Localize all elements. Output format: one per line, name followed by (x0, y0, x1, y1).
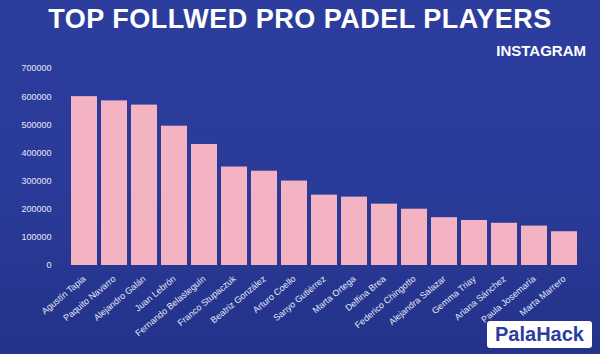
svg-text:300000: 300000 (21, 176, 51, 186)
svg-text:Paquito Navarro: Paquito Navarro (61, 274, 117, 323)
svg-text:Agustín Tapia: Agustín Tapia (39, 273, 88, 317)
svg-text:Gemma Triay: Gemma Triay (429, 273, 478, 316)
svg-text:Alejandra Salazar: Alejandra Salazar (386, 273, 448, 327)
svg-text:0: 0 (46, 260, 51, 270)
svg-text:Delfina Brea: Delfina Brea (343, 273, 388, 314)
svg-text:500000: 500000 (21, 120, 51, 130)
svg-text:Beatriz González: Beatriz González (208, 273, 268, 326)
svg-text:Arturo Coello: Arturo Coello (251, 273, 298, 316)
html-text:INSTAGRAM: INSTAGRAM (496, 42, 586, 59)
svg-text:Marta Marrero: Marta Marrero (518, 274, 568, 318)
svg-text:Federico Chingotto: Federico Chingotto (353, 273, 418, 331)
svg-text:Paula Josemaría: Paula Josemaría (479, 274, 537, 325)
svg-text:200000: 200000 (21, 204, 51, 214)
svg-text:Juan Lebrón: Juan Lebrón (132, 273, 178, 314)
svg-text:100000: 100000 (21, 232, 51, 242)
svg-text:700000: 700000 (21, 63, 51, 73)
svg-text:Franco Stupaczuk: Franco Stupaczuk (175, 273, 238, 328)
html-text:TOP FOLLWED PRO PADEL PLAYERS: TOP FOLLWED PRO PADEL PLAYERS (48, 4, 552, 34)
html-text:PalaHack: PalaHack (495, 323, 584, 345)
svg-text:Fernando Belasteguín: Fernando Belasteguín (133, 273, 208, 339)
svg-text:400000: 400000 (21, 148, 51, 158)
svg-text:Sanyo Gutiérrez: Sanyo Gutiérrez (271, 273, 328, 323)
svg-text:600000: 600000 (21, 92, 51, 102)
svg-text:Ariana Sánchez: Ariana Sánchez (453, 273, 508, 322)
svg-text:Marta Ortega: Marta Ortega (310, 273, 358, 316)
svg-text:Alejandro Galán: Alejandro Galán (92, 274, 148, 323)
